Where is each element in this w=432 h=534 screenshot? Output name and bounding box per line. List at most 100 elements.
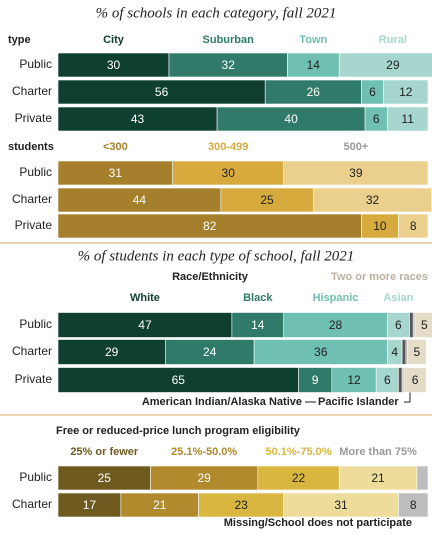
value-label: 10 xyxy=(373,219,387,233)
category-label: Public xyxy=(19,317,52,331)
value-label: 30 xyxy=(222,166,236,180)
value-label: 32 xyxy=(222,58,236,72)
chart-title: % of schools in each category, fall 2021 xyxy=(96,5,337,21)
bar-segment xyxy=(287,52,340,78)
category-label: Public xyxy=(19,165,52,179)
value-label: 26 xyxy=(307,85,321,99)
value-label: 12 xyxy=(347,373,361,387)
legend-label: <300 xyxy=(103,141,128,153)
legend-label: Two or more races xyxy=(331,271,428,283)
bar-segment xyxy=(57,79,266,105)
bar-segment xyxy=(168,52,288,78)
value-label: 56 xyxy=(155,85,169,99)
bar-segment xyxy=(398,367,403,393)
legend-label: White xyxy=(130,292,160,304)
bar-segment xyxy=(264,79,362,105)
legend-label: 300-499 xyxy=(208,141,248,153)
bar-segment xyxy=(398,213,429,239)
category-label: Charter xyxy=(12,497,52,511)
legend-label: Pacific Islander xyxy=(318,396,399,408)
bar-segment xyxy=(57,52,170,78)
value-label: 8 xyxy=(410,498,417,512)
bar-segment xyxy=(414,312,432,338)
category-label: Charter xyxy=(12,344,52,358)
legend-label: 500+ xyxy=(343,141,368,153)
value-label: 43 xyxy=(131,112,145,126)
value-label: 36 xyxy=(314,345,328,359)
legend-label: 25.1%-50.0% xyxy=(171,446,237,458)
bar-segment xyxy=(409,312,414,338)
bar-segment xyxy=(331,367,377,393)
subtitle: Race/Ethnicity xyxy=(172,271,249,283)
bar-segment xyxy=(231,312,284,338)
value-label: 28 xyxy=(329,318,343,332)
bar-segment xyxy=(57,465,151,491)
value-label: 25 xyxy=(98,471,112,485)
bar-segment xyxy=(283,312,388,338)
category-label: Private xyxy=(15,218,53,232)
value-label: 14 xyxy=(251,318,265,332)
group-label: students xyxy=(8,141,54,153)
value-label: 6 xyxy=(395,318,402,332)
bar-segment xyxy=(165,339,255,365)
bar-segment xyxy=(57,213,362,239)
bar-segment xyxy=(216,106,366,132)
value-label: 24 xyxy=(203,345,217,359)
bar-segment xyxy=(57,367,299,393)
bar-segment xyxy=(298,367,333,393)
value-label: 6 xyxy=(373,112,380,126)
value-label: 44 xyxy=(133,193,147,207)
legend-label: Rural xyxy=(379,34,407,46)
value-label: 6 xyxy=(412,373,419,387)
bar-segment xyxy=(312,187,432,213)
bar-segment xyxy=(220,187,314,213)
value-label: 29 xyxy=(197,471,211,485)
bar-segment xyxy=(398,492,429,518)
legend-label: More than 75% xyxy=(339,446,417,458)
value-label: 39 xyxy=(349,166,363,180)
category-label: Charter xyxy=(12,192,52,206)
subtitle: Free or reduced-price lunch program elig… xyxy=(56,425,301,437)
value-label: 11 xyxy=(401,112,414,126)
value-label: 9 xyxy=(312,373,319,387)
value-label: 23 xyxy=(234,498,248,512)
bar-segment xyxy=(57,106,218,132)
category-label: Private xyxy=(15,372,53,386)
value-label: 4 xyxy=(391,345,398,359)
value-label: 31 xyxy=(109,166,123,180)
value-label: 5 xyxy=(414,345,421,359)
bar-segment xyxy=(403,367,427,393)
legend-label: Suburban xyxy=(203,34,255,46)
value-label: 17 xyxy=(83,498,97,512)
bar-segment xyxy=(172,160,284,186)
legend-label: City xyxy=(103,34,125,46)
legend-label: Missing/School does not participate xyxy=(224,517,412,529)
value-label: 12 xyxy=(399,85,413,99)
value-label: 22 xyxy=(292,471,306,485)
value-label: 6 xyxy=(369,85,376,99)
value-label: 32 xyxy=(366,193,380,207)
bar-segment xyxy=(120,492,199,518)
value-label: 82 xyxy=(203,219,217,233)
bar-segment xyxy=(416,465,429,491)
legend-label: Hispanic xyxy=(313,292,359,304)
category-label: Charter xyxy=(12,84,52,98)
category-label: Public xyxy=(19,470,52,484)
value-label: 31 xyxy=(334,498,348,512)
value-label: 40 xyxy=(284,112,298,126)
legend-label: American Indian/Alaska Native xyxy=(142,396,302,408)
value-label: 8 xyxy=(410,219,417,233)
value-label: 6 xyxy=(384,373,391,387)
value-label: 21 xyxy=(153,498,167,512)
legend-label: 50.1%-75.0% xyxy=(265,446,331,458)
bar-segment xyxy=(338,52,432,78)
value-label: 5 xyxy=(421,318,428,332)
bar-segment xyxy=(401,339,407,365)
value-label: 14 xyxy=(307,58,321,72)
legend-label: Black xyxy=(243,292,273,304)
bar-segment xyxy=(257,465,340,491)
chart-title: % of students in each type of school, fa… xyxy=(78,248,355,264)
value-label: 29 xyxy=(386,58,400,72)
bar-segment xyxy=(407,339,427,365)
